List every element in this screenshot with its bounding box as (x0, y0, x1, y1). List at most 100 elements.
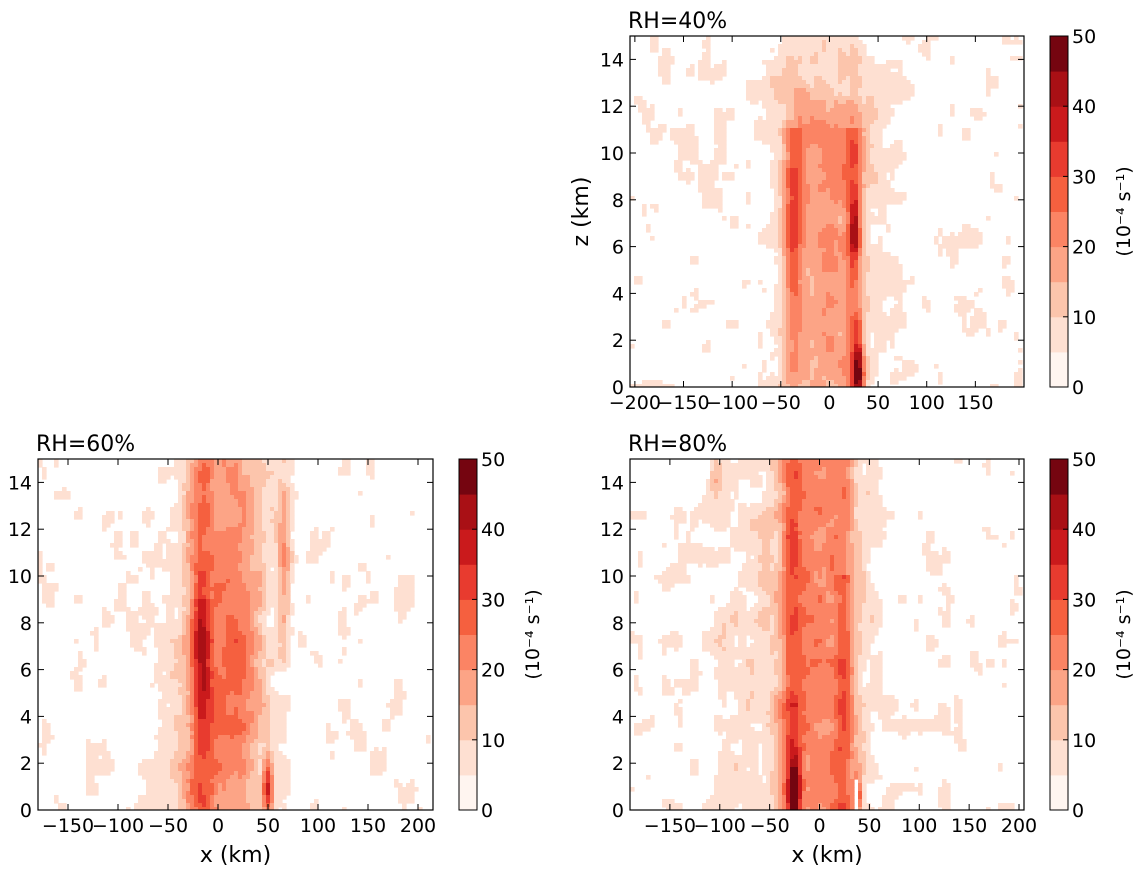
contour-cell (210, 483, 231, 488)
contour-cell (850, 587, 855, 592)
contour-cell (854, 723, 859, 728)
contour-cell (738, 699, 747, 704)
contour-cell (254, 683, 263, 688)
contour-cell (826, 176, 843, 181)
contour-cell (202, 667, 207, 672)
contour-cell (286, 511, 291, 516)
contour-cell (866, 144, 875, 149)
contour-cell (742, 364, 747, 369)
contour-cell (786, 376, 811, 381)
contour-cell (778, 360, 783, 365)
contour-cell (866, 575, 871, 580)
contour-cell (154, 751, 175, 756)
contour-cell (774, 503, 779, 508)
contour-cell (846, 280, 851, 285)
contour-cell (862, 791, 867, 796)
contour-cell (690, 308, 699, 313)
contour-cell (186, 507, 191, 512)
contour-cell (210, 799, 215, 804)
contour-cell (858, 160, 863, 165)
contour-cell (398, 791, 415, 796)
contour-cell (802, 547, 815, 552)
contour-cell (646, 124, 651, 129)
contour-cell (786, 751, 791, 756)
contour-cell (866, 292, 903, 297)
contour-cell (742, 659, 747, 664)
contour-cell (242, 631, 255, 636)
y-tick-label: 8 (20, 613, 32, 635)
contour-cell (710, 595, 715, 600)
contour-cell (806, 88, 835, 93)
contour-cell (862, 803, 871, 808)
contour-cell (746, 196, 751, 201)
contour-cell (854, 743, 863, 748)
contour-cell (166, 543, 183, 548)
contour-cell (194, 475, 199, 480)
contour-cell (850, 140, 855, 145)
contour-cell (802, 603, 839, 608)
contour-cell (838, 807, 847, 810)
contour-cell (226, 527, 243, 532)
contour-cell (854, 627, 859, 632)
contour-cell (766, 475, 775, 480)
contour-cell (798, 364, 811, 369)
contour-cell (842, 747, 851, 752)
contour-cell (254, 739, 271, 744)
contour-cell (782, 459, 791, 464)
contour-cell (282, 511, 287, 516)
contour-cell (882, 723, 951, 728)
contour-cell (182, 499, 187, 504)
contour-cell (946, 248, 959, 253)
contour-cell (118, 587, 127, 592)
contour-cell (198, 559, 215, 564)
contour-cell (178, 607, 187, 612)
contour-cell (186, 623, 191, 628)
contour-cell (190, 779, 211, 784)
contour-cell (810, 96, 863, 101)
contour-cell (178, 659, 187, 664)
contour-cell (242, 519, 247, 524)
contour-cell (202, 791, 215, 796)
contour-cell (706, 487, 711, 492)
contour-cell (154, 755, 175, 760)
contour-cell (210, 515, 215, 520)
contour-cell (734, 491, 739, 496)
contour-cell (806, 244, 819, 249)
contour-cell (238, 639, 247, 644)
contour-cell (210, 551, 243, 556)
contour-cell (858, 88, 915, 93)
y-tick-label: 4 (612, 706, 624, 728)
contour-cell (774, 747, 779, 752)
contour-cell (394, 603, 415, 608)
contour-cell (838, 228, 847, 233)
contour-cell (178, 687, 187, 692)
contour-cell (786, 196, 791, 201)
contour-cell (854, 715, 859, 720)
contour-cell (858, 132, 863, 137)
contour-cell (778, 220, 783, 225)
contour-cell (258, 771, 263, 776)
contour-cell (154, 635, 179, 640)
contour-cell (870, 615, 875, 620)
contour-cell (674, 531, 679, 536)
contour-cell (250, 755, 267, 760)
contour-cell (782, 224, 787, 229)
contour-cell (770, 727, 779, 732)
contour-cell (38, 459, 43, 464)
y-tick-label: 0 (612, 377, 624, 399)
contour-cell (846, 232, 851, 237)
contour-cell (846, 244, 851, 249)
contour-cell (214, 463, 223, 468)
contour-cell (270, 775, 275, 780)
contour-cell (286, 575, 291, 580)
contour-cell (206, 527, 215, 532)
contour-cell (138, 767, 171, 772)
contour-cell (862, 747, 871, 752)
contour-cell (870, 659, 883, 664)
contour-cell (70, 675, 83, 680)
contour-cell (850, 340, 855, 345)
colorbar-swatch (459, 669, 477, 706)
contour-cell (238, 487, 255, 492)
contour-cell (278, 571, 283, 576)
contour-cell (858, 751, 867, 756)
